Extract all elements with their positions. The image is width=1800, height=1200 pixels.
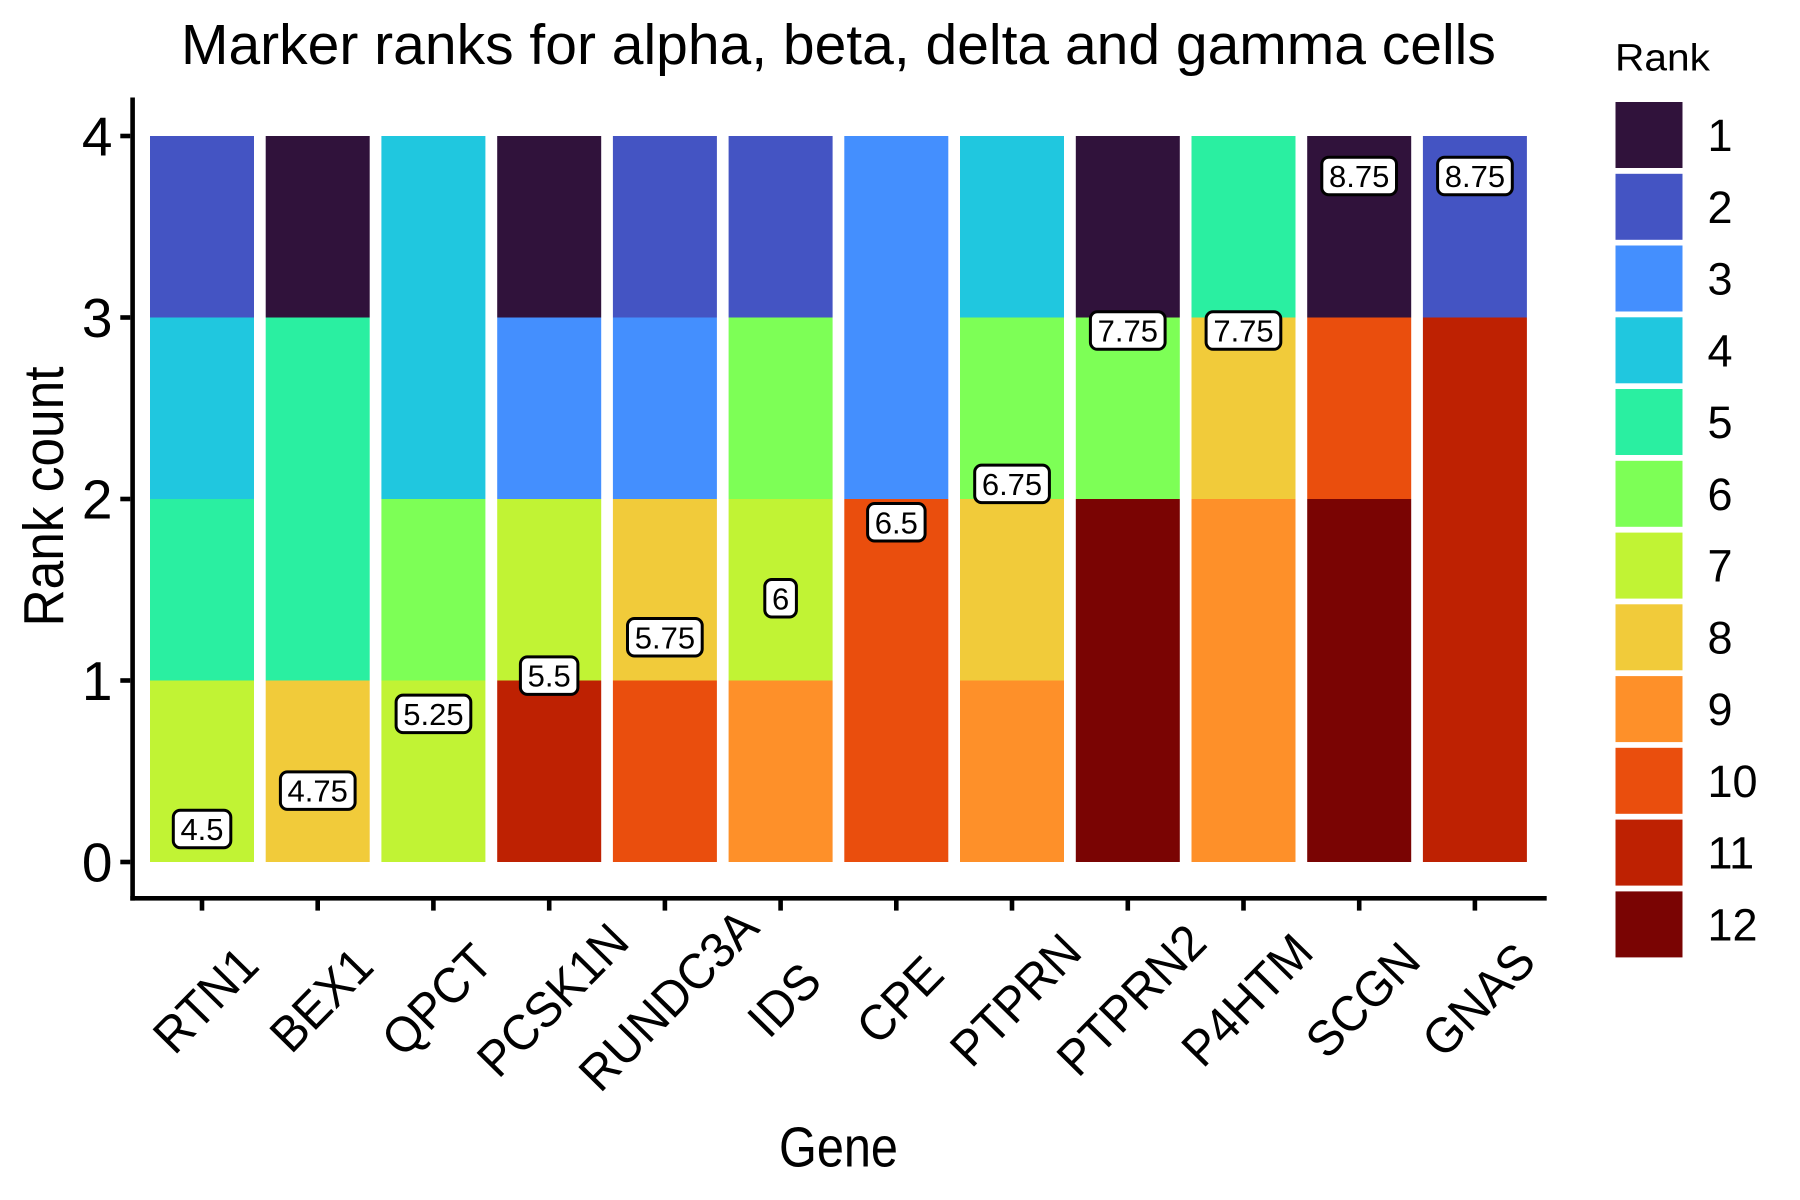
- svg-text:3: 3: [82, 287, 113, 349]
- svg-text:4: 4: [1708, 325, 1733, 376]
- svg-text:0: 0: [82, 832, 113, 894]
- svg-text:Rank: Rank: [1615, 38, 1711, 80]
- svg-text:12: 12: [1708, 900, 1758, 951]
- svg-text:2: 2: [1708, 182, 1733, 233]
- svg-text:4.5: 4.5: [180, 812, 223, 847]
- svg-text:5.5: 5.5: [528, 659, 571, 694]
- svg-text:5: 5: [1708, 397, 1733, 448]
- svg-text:5.75: 5.75: [635, 620, 695, 655]
- svg-text:6: 6: [1708, 469, 1733, 520]
- svg-text:4.75: 4.75: [288, 774, 348, 809]
- svg-text:7.75: 7.75: [1213, 314, 1273, 349]
- svg-text:1: 1: [1708, 110, 1733, 161]
- svg-text:1: 1: [82, 650, 113, 712]
- svg-text:7.75: 7.75: [1098, 314, 1158, 349]
- svg-text:Gene: Gene: [779, 1116, 898, 1180]
- svg-text:10: 10: [1708, 756, 1758, 807]
- svg-text:Rank count: Rank count: [12, 366, 76, 626]
- svg-text:5.25: 5.25: [403, 697, 463, 732]
- svg-text:6: 6: [772, 581, 789, 616]
- svg-text:6.75: 6.75: [982, 467, 1042, 502]
- svg-text:8: 8: [1708, 612, 1733, 663]
- svg-text:9: 9: [1708, 684, 1733, 735]
- svg-text:11: 11: [1708, 828, 1755, 879]
- svg-text:8.75: 8.75: [1329, 159, 1389, 194]
- svg-text:7: 7: [1708, 541, 1733, 592]
- svg-text:6.5: 6.5: [875, 505, 918, 540]
- svg-text:2: 2: [82, 469, 113, 531]
- svg-text:3: 3: [1708, 254, 1733, 305]
- svg-text:Marker ranks for alpha, beta,: Marker ranks for alpha, beta, delta and …: [181, 13, 1496, 77]
- svg-text:8.75: 8.75: [1445, 159, 1505, 194]
- svg-text:4: 4: [82, 106, 113, 168]
